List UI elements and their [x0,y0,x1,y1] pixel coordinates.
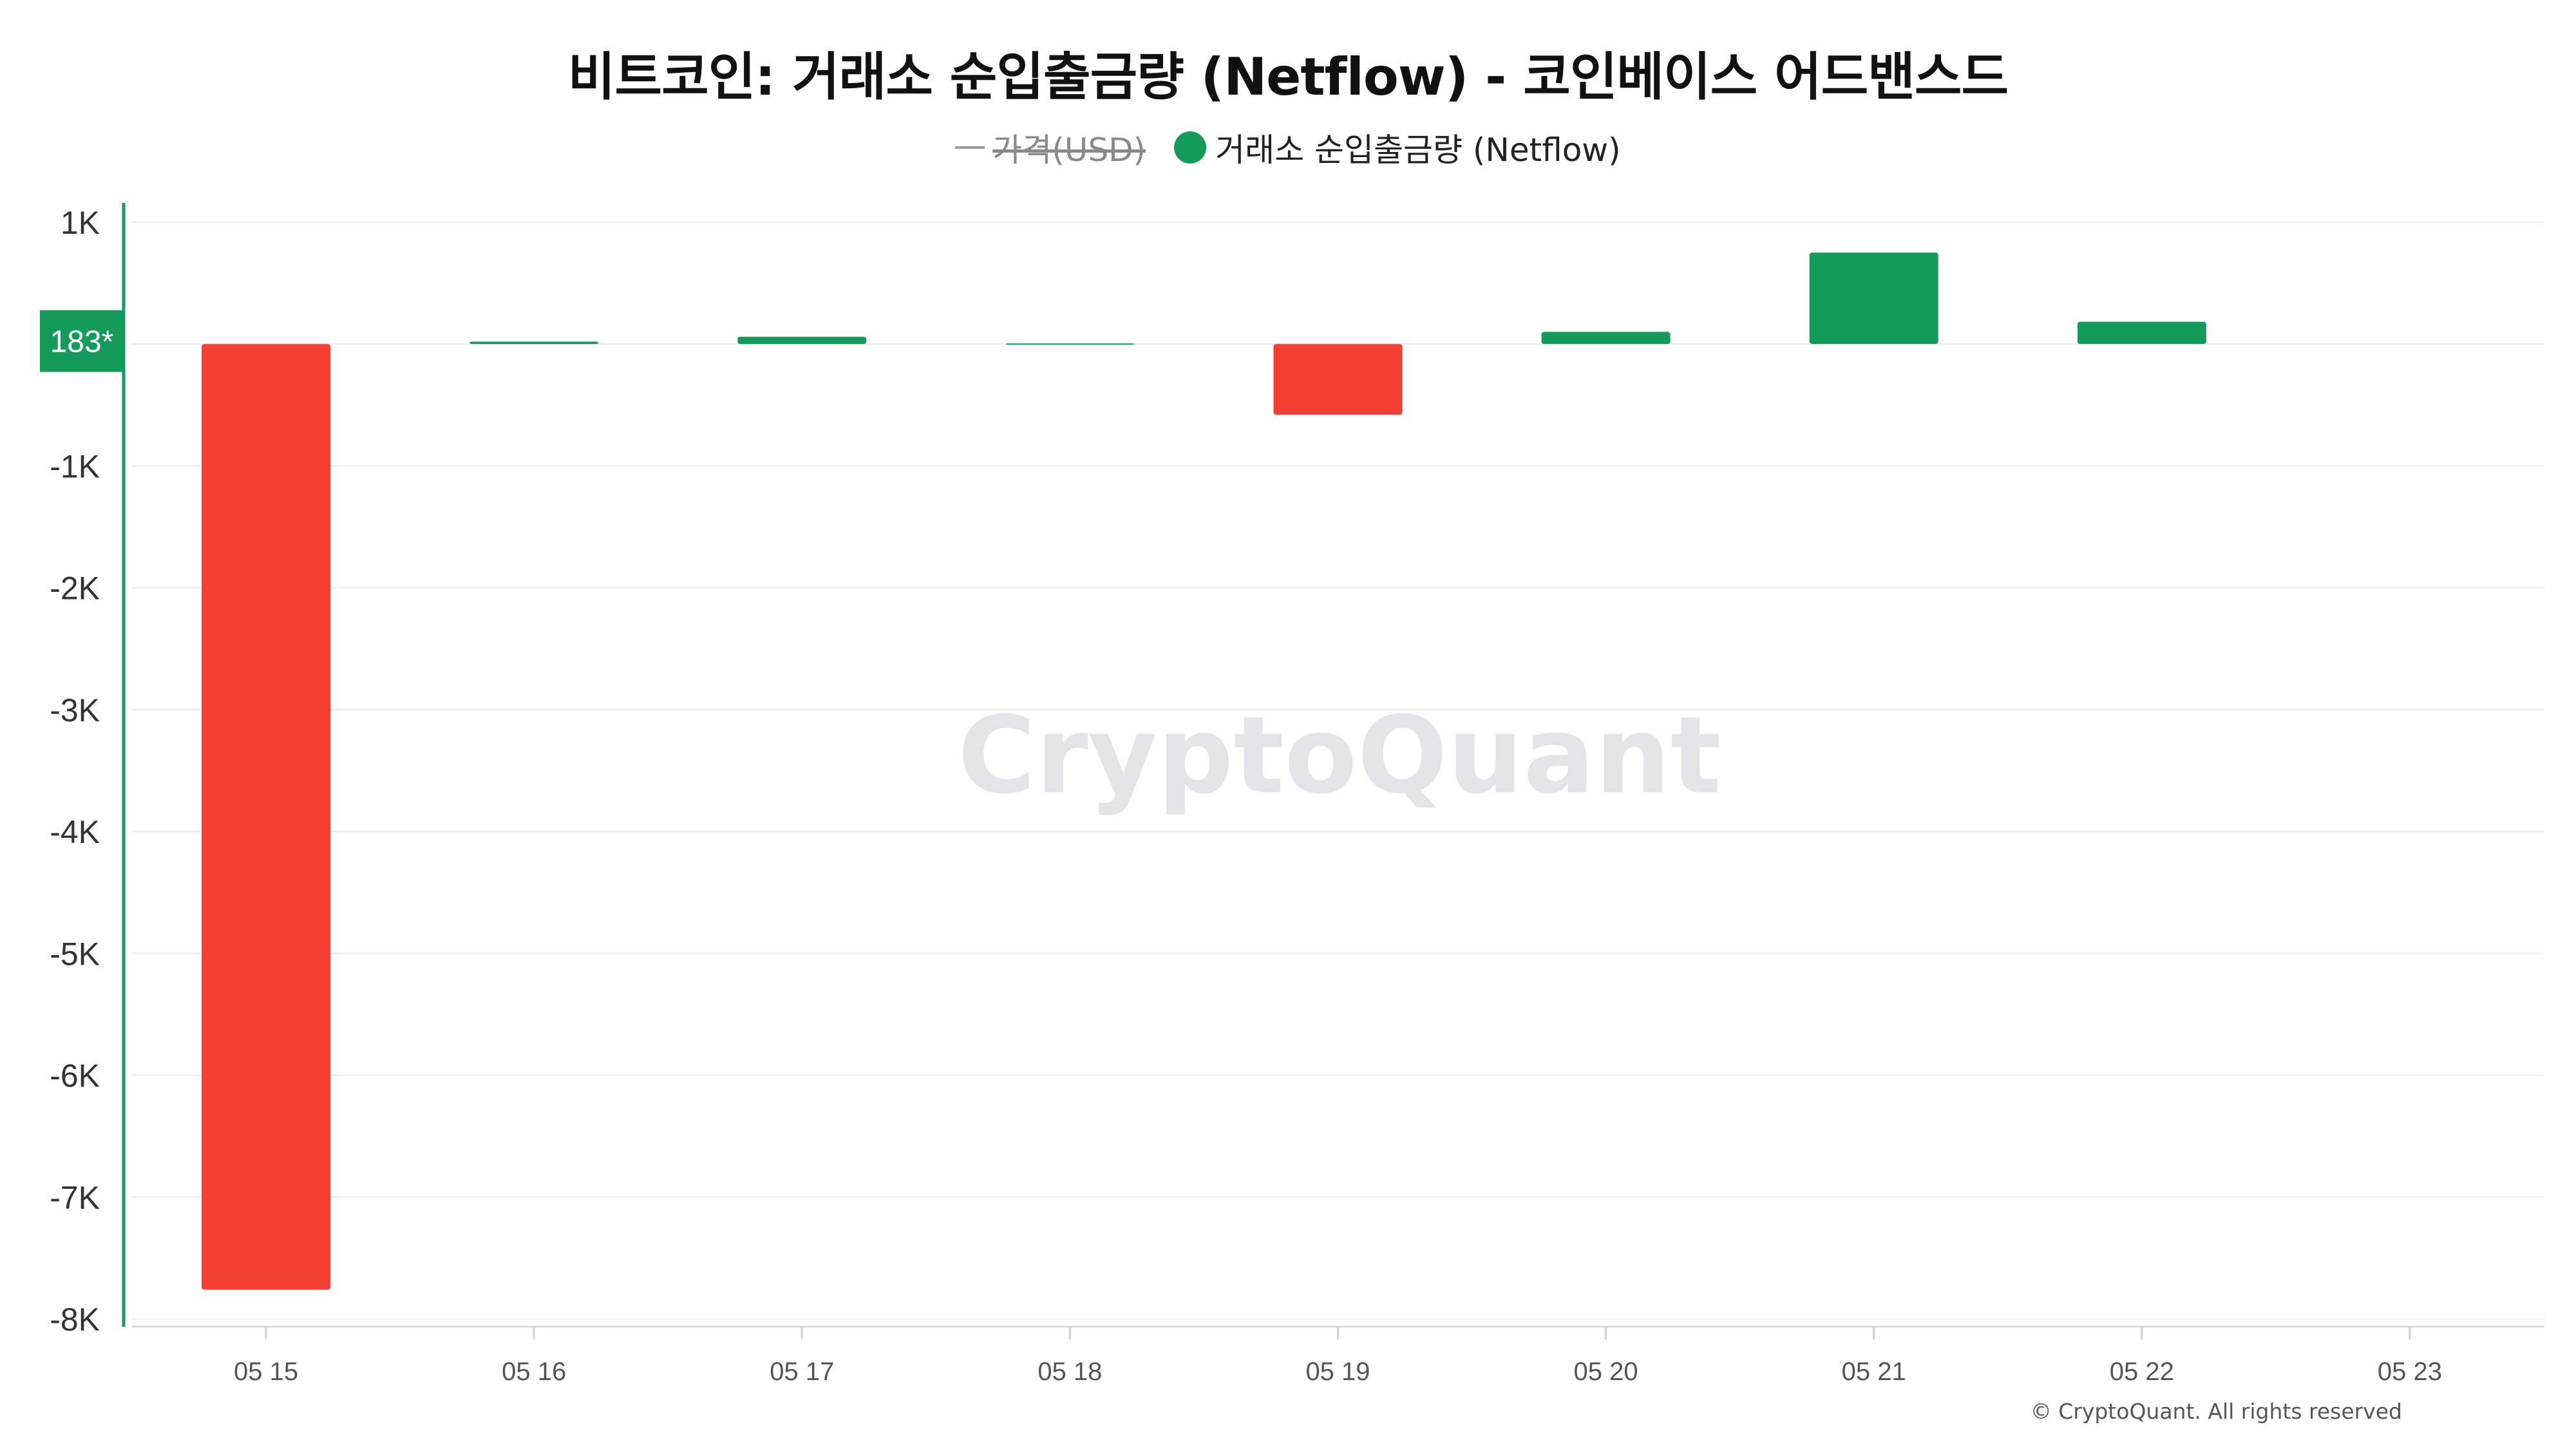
x-axis-ticks: 05 15 05 16 05 17 05 18 05 19 05 20 05 21 05 22… [234,1327,2442,1386]
bar [202,344,331,1290]
x-tick-label: 05 16 [502,1358,566,1386]
bar [737,336,867,345]
last-value-label: 183* [50,325,114,359]
x-tick-label: 05 23 [2378,1358,2442,1386]
legend-price-label: 가격(USD) [992,131,1146,169]
y-tick-label: -1K [50,448,100,484]
legend-netflow-dot-icon [1174,131,1207,164]
bar [1273,344,1403,415]
legend-price-line-icon [955,146,985,149]
y-tick-label: -4K [50,814,100,850]
bar [469,341,599,345]
y-tick-label: 1K [61,205,100,241]
x-tick-label: 05 15 [234,1358,298,1386]
y-tick-label: -2K [50,571,100,607]
bar [2077,321,2206,345]
y-tick-label: -5K [50,936,100,972]
y-tick-label: -3K [50,692,100,728]
bar [1005,343,1135,345]
last-value-badge [40,310,124,372]
y-tick-label: -8K [50,1302,100,1338]
legend-item-netflow[interactable]: 거래소 순입출금량 (Netflow) [1174,124,1621,171]
x-tick-label: 05 19 [1305,1358,1370,1386]
y-axis-ticks: 1K0-1K-2K-3K-4K-5K-6K-7K-8K [50,205,100,1338]
legend-netflow-label: 거래소 순입출금량 (Netflow) [1215,131,1621,169]
x-tick-label: 05 17 [770,1358,834,1386]
bar [1541,332,1671,345]
bars [202,252,2206,1290]
last-value-marker: 183* [40,310,124,372]
x-tick-label: 05 22 [2110,1358,2174,1386]
copyright-text: © CryptoQuant. All rights reserved [2030,1399,2402,1424]
chart-title: 비트코인: 거래소 순입출금량 (Netflow) - 코인베이스 어드밴스드 [567,47,2009,107]
x-tick-label: 05 18 [1037,1358,1102,1386]
y-tick-label: -6K [50,1058,100,1094]
legend: 가격(USD) 거래소 순입출금량 (Netflow) [0,124,2576,171]
x-tick-label: 05 20 [1574,1358,1638,1386]
legend-item-price[interactable]: 가격(USD) [955,124,1146,171]
x-tick-label: 05 21 [1842,1358,1906,1386]
watermark: CryptoQuant [958,694,1721,817]
y-tick-label: -7K [50,1180,100,1216]
bar [1809,252,1938,345]
